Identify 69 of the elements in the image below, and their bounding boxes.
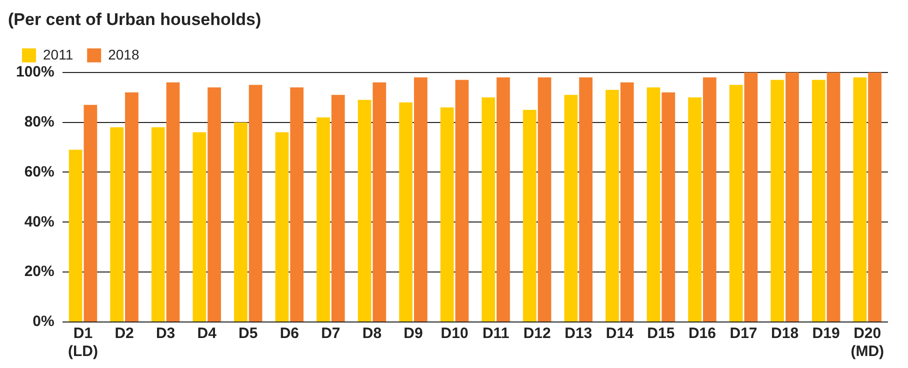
x-tick-label: D15 bbox=[647, 325, 675, 342]
bar bbox=[868, 72, 882, 322]
bar bbox=[579, 77, 593, 322]
bar bbox=[316, 117, 330, 322]
bar bbox=[786, 72, 799, 322]
bar bbox=[234, 122, 248, 322]
bar bbox=[399, 102, 413, 322]
x-tick-label: D3 bbox=[156, 325, 176, 342]
bar bbox=[110, 127, 124, 322]
bar bbox=[125, 92, 138, 322]
bar bbox=[372, 82, 386, 322]
bar bbox=[564, 94, 578, 322]
bar bbox=[68, 150, 82, 322]
bar bbox=[646, 87, 660, 322]
bar bbox=[770, 80, 784, 322]
bar bbox=[455, 80, 469, 322]
bar bbox=[826, 72, 840, 322]
bar bbox=[606, 90, 619, 322]
bar bbox=[688, 97, 702, 322]
x-tick-label: D9 bbox=[404, 325, 423, 342]
bar bbox=[290, 87, 304, 322]
x-tick-label: D4 bbox=[197, 325, 218, 342]
y-tick-label: 40% bbox=[24, 213, 54, 230]
bar bbox=[414, 77, 428, 322]
bar bbox=[482, 97, 496, 322]
y-tick-label: 80% bbox=[24, 113, 54, 130]
legend-label: 2018 bbox=[108, 46, 140, 62]
chart-title: (Per cent of Urban households) bbox=[8, 10, 262, 29]
bar bbox=[331, 94, 345, 322]
bar bbox=[192, 132, 206, 322]
bar bbox=[248, 84, 262, 322]
bar bbox=[729, 84, 743, 322]
bar bbox=[620, 82, 634, 322]
bar bbox=[812, 80, 826, 322]
x-tick-label: D17 bbox=[730, 325, 758, 342]
x-tick-label: D12 bbox=[523, 325, 551, 342]
x-tick-label: D8 bbox=[362, 325, 382, 342]
x-tick-label: D14 bbox=[606, 325, 634, 342]
y-tick-label: 60% bbox=[24, 163, 54, 180]
bar bbox=[662, 92, 676, 322]
y-tick-label: 0% bbox=[32, 313, 54, 330]
bar bbox=[744, 72, 758, 322]
x-tick-label: D2 bbox=[114, 325, 134, 342]
bar bbox=[538, 77, 552, 322]
x-tick-label: D19 bbox=[812, 325, 840, 342]
x-tick-label: D10 bbox=[440, 325, 468, 342]
bar bbox=[208, 87, 221, 322]
x-tick-label: D11 bbox=[482, 325, 510, 342]
x-tick-label: D6 bbox=[280, 325, 300, 342]
y-tick-label: 100% bbox=[16, 64, 54, 81]
x-tick-label: D7 bbox=[321, 325, 340, 342]
bar bbox=[84, 104, 98, 322]
bar bbox=[275, 132, 289, 322]
x-tick-label: D1 (LD) bbox=[68, 325, 98, 360]
bar bbox=[151, 127, 165, 322]
x-tick-label: D13 bbox=[564, 325, 592, 342]
x-tick-label: D16 bbox=[688, 325, 716, 342]
x-tick-label: D5 bbox=[238, 325, 258, 342]
x-tick-label: D18 bbox=[771, 325, 799, 342]
bar bbox=[702, 77, 716, 322]
bar bbox=[358, 100, 372, 322]
y-tick-label: 20% bbox=[24, 263, 54, 280]
bar bbox=[853, 77, 867, 322]
bar bbox=[440, 107, 454, 322]
bar bbox=[522, 110, 536, 322]
bar bbox=[166, 82, 180, 322]
legend-label: 2011 bbox=[43, 46, 74, 62]
x-tick-label: D20 (MD) bbox=[850, 325, 884, 360]
bar bbox=[496, 77, 510, 322]
